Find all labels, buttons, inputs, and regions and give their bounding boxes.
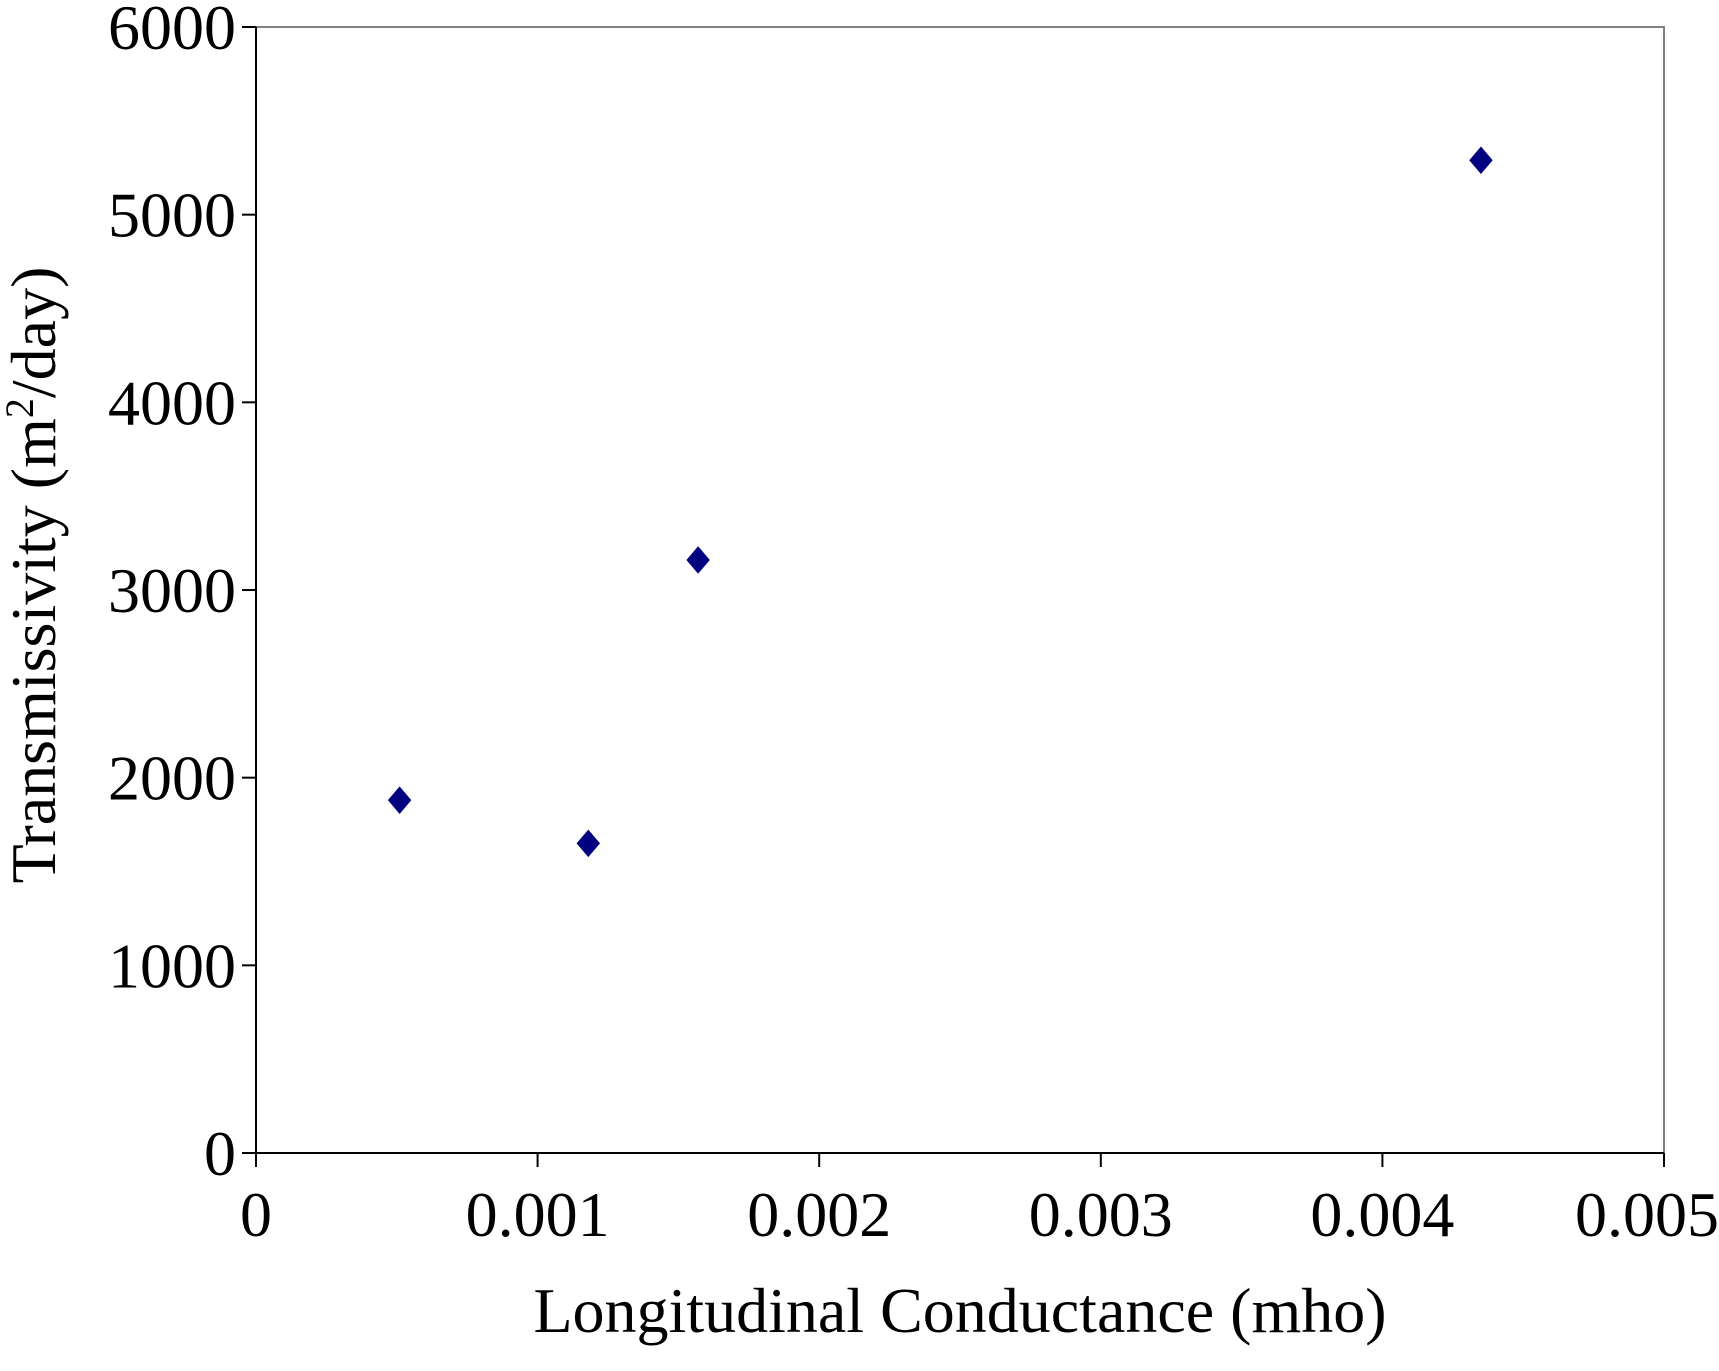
data-point: [387, 786, 412, 814]
data-points: [387, 146, 1493, 858]
y-tick-label: 6000: [108, 0, 236, 63]
data-point: [686, 546, 710, 574]
y-tick-labels: 0 1000 2000 3000 4000 5000 6000: [108, 0, 236, 1189]
x-tick-label: 0: [240, 1179, 272, 1250]
y-axis-title: Transmissivity (m2/day): [0, 267, 69, 884]
x-tick-label: 0.003: [1029, 1179, 1173, 1250]
y-axis-title-main: Transmissivity (m: [0, 418, 69, 883]
y-tick-label: 1000: [108, 930, 236, 1001]
y-tick-label: 2000: [108, 743, 236, 814]
data-point: [1469, 146, 1493, 175]
x-axis: [255, 1152, 1665, 1167]
x-tick-label: 0.004: [1310, 1179, 1454, 1250]
y-tick-label: 0: [204, 1118, 236, 1189]
x-tick-label: 0.001: [466, 1179, 610, 1250]
y-axis: [242, 26, 257, 1154]
data-point: [576, 829, 600, 858]
y-tick-label: 3000: [108, 555, 236, 626]
y-tick-label: 4000: [108, 367, 236, 438]
x-axis-title: Longitudinal Conductance (mho): [533, 1275, 1386, 1346]
y-axis-title-superscript: 2: [0, 398, 42, 418]
x-tick-label: 0.005: [1575, 1179, 1719, 1250]
x-tick-label: 0.002: [747, 1179, 891, 1250]
x-tick-labels: 0 0.001 0.002 0.003 0.004 0.005: [240, 1179, 1719, 1250]
plot-area-frame: [255, 26, 1665, 1154]
y-axis-title-unit: /day): [0, 267, 69, 399]
y-tick-label: 5000: [108, 180, 236, 251]
